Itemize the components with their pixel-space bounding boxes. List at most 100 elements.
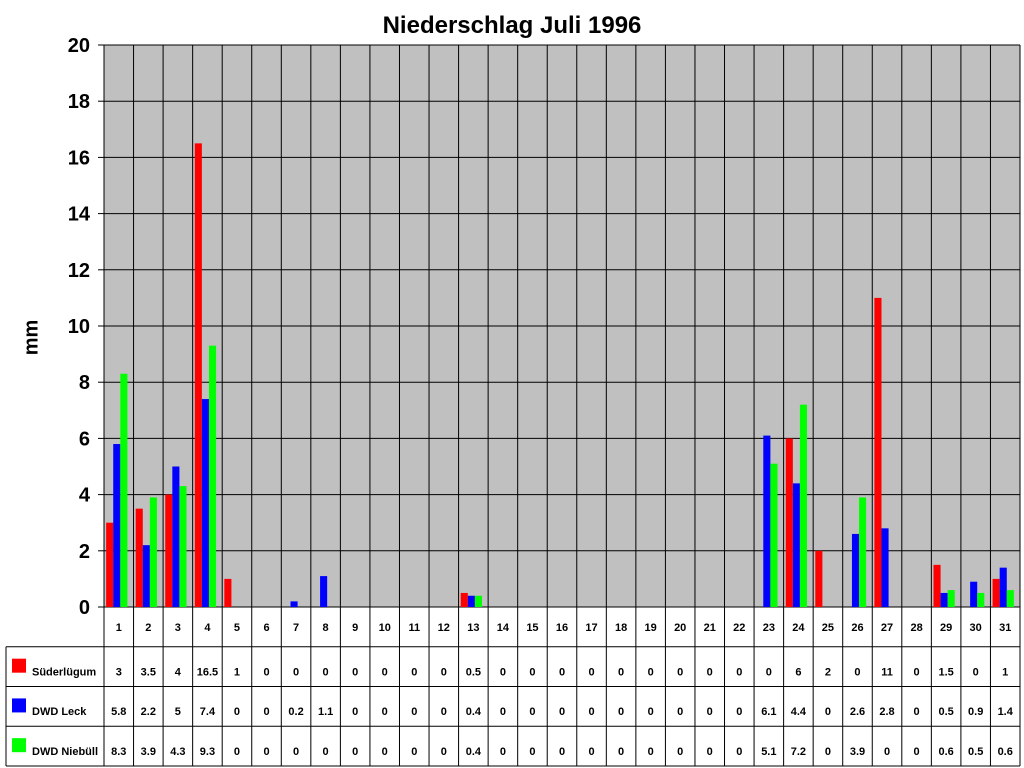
bar-s-derl-gum-3	[165, 494, 173, 607]
legend-swatch	[12, 658, 26, 673]
x-tick-label: 21	[704, 622, 716, 634]
y-tick-label: 10	[68, 316, 90, 338]
data-label: 0	[559, 746, 565, 758]
y-tick-label: 14	[68, 204, 91, 226]
data-label: 0	[352, 666, 358, 678]
bar-dwd-nieb-ll-23	[770, 463, 778, 607]
data-label: 0	[677, 706, 683, 718]
data-label: 3.5	[141, 666, 156, 678]
data-label: 7.2	[791, 746, 806, 758]
data-label: 6	[795, 666, 801, 678]
data-label: 0	[234, 746, 240, 758]
data-label: 0	[825, 746, 831, 758]
x-tick-label: 18	[615, 622, 627, 634]
x-tick-label: 10	[379, 622, 391, 634]
data-label: 0	[441, 746, 447, 758]
data-label: 0	[677, 746, 683, 758]
data-label: 0	[707, 746, 713, 758]
data-label: 3	[116, 666, 122, 678]
x-tick-label: 11	[408, 622, 420, 634]
data-label: 0	[263, 746, 269, 758]
data-label: 0	[914, 666, 920, 678]
x-tick-label: 25	[822, 622, 834, 634]
data-label: 0	[293, 666, 299, 678]
x-tick-label: 14	[497, 622, 510, 634]
bar-dwd-nieb-ll-13	[474, 595, 482, 607]
x-tick-label: 20	[674, 622, 686, 634]
bar-s-derl-gum-5	[224, 578, 232, 607]
chart-title: Niederschlag Juli 1996	[382, 12, 642, 39]
data-label: 0	[441, 706, 447, 718]
bar-dwd-nieb-ll-29	[947, 590, 955, 607]
data-label: 3.9	[141, 746, 156, 758]
data-label: 0.5	[938, 706, 953, 718]
bar-dwd-leck-27	[881, 528, 889, 607]
data-label: 0	[411, 666, 417, 678]
data-label: 5	[175, 706, 181, 718]
data-label: 0	[588, 746, 594, 758]
data-label: 0	[707, 666, 713, 678]
data-label: 0.9	[968, 706, 983, 718]
data-label: 0	[707, 706, 713, 718]
x-tick-label: 5	[234, 622, 240, 634]
data-label: 0	[648, 746, 654, 758]
x-tick-label: 24	[792, 622, 805, 634]
bar-dwd-leck-24	[792, 483, 800, 607]
bar-s-derl-gum-4	[194, 143, 202, 607]
x-tick-label: 4	[204, 622, 211, 634]
y-tick-label: 0	[79, 597, 90, 619]
x-tick-label: 19	[645, 622, 657, 634]
bar-dwd-leck-8	[320, 576, 328, 607]
data-label: 0	[884, 746, 890, 758]
y-tick-label: 16	[68, 147, 90, 169]
x-tick-label: 15	[526, 622, 538, 634]
data-label: 0	[323, 666, 329, 678]
bar-s-derl-gum-27	[874, 297, 882, 607]
data-label: 0	[559, 666, 565, 678]
data-label: 0	[736, 666, 742, 678]
data-label: 2	[825, 666, 831, 678]
bar-dwd-nieb-ll-31	[1006, 590, 1014, 607]
data-label: 0	[411, 706, 417, 718]
x-tick-label: 22	[733, 622, 745, 634]
data-table: 1 2 3 4 5 6 7 8 9 10 11 12 13 14 15 16 17 18 19 20 21 22 23 24 2…	[5, 607, 1021, 767]
x-tick-label: 8	[323, 622, 329, 634]
data-label: 0	[411, 746, 417, 758]
data-label: 0	[382, 706, 388, 718]
data-label: 0	[529, 706, 535, 718]
data-label: 2.2	[141, 706, 156, 718]
data-label: 6.1	[761, 706, 776, 718]
data-label: 0	[766, 666, 772, 678]
x-tick-label: 27	[881, 622, 893, 634]
data-label: 0	[323, 746, 329, 758]
y-tick-label: 20	[68, 35, 90, 57]
data-label: 0	[263, 706, 269, 718]
data-label: 4	[175, 666, 182, 678]
bar-dwd-leck-3	[172, 466, 180, 607]
data-label: 0	[263, 666, 269, 678]
data-label: 5.1	[761, 746, 776, 758]
data-label: 5.8	[111, 706, 126, 718]
data-label: 0	[648, 706, 654, 718]
bar-s-derl-gum-29	[933, 564, 941, 607]
x-tick-label: 26	[851, 622, 863, 634]
data-label: 2.8	[879, 706, 894, 718]
data-label: 0	[500, 706, 506, 718]
data-label: 0	[854, 666, 860, 678]
bar-dwd-nieb-ll-30	[977, 592, 985, 607]
x-tick-label: 6	[263, 622, 269, 634]
data-label: 0	[618, 706, 624, 718]
data-label: 3.9	[850, 746, 865, 758]
y-axis-ticks: 0 2 4 6 8 10 12 14 16 18 20	[68, 35, 104, 619]
data-label: 0	[648, 666, 654, 678]
data-label: 0	[500, 666, 506, 678]
data-label: 0	[234, 706, 240, 718]
x-tick-label: 13	[467, 622, 479, 634]
bar-dwd-leck-31	[999, 567, 1007, 607]
data-label: 0.4	[466, 706, 482, 718]
legend-label: Süderlügum	[32, 666, 96, 678]
y-tick-label: 18	[68, 91, 90, 113]
x-tick-label: 7	[293, 622, 299, 634]
bar-dwd-leck-4	[201, 399, 209, 607]
